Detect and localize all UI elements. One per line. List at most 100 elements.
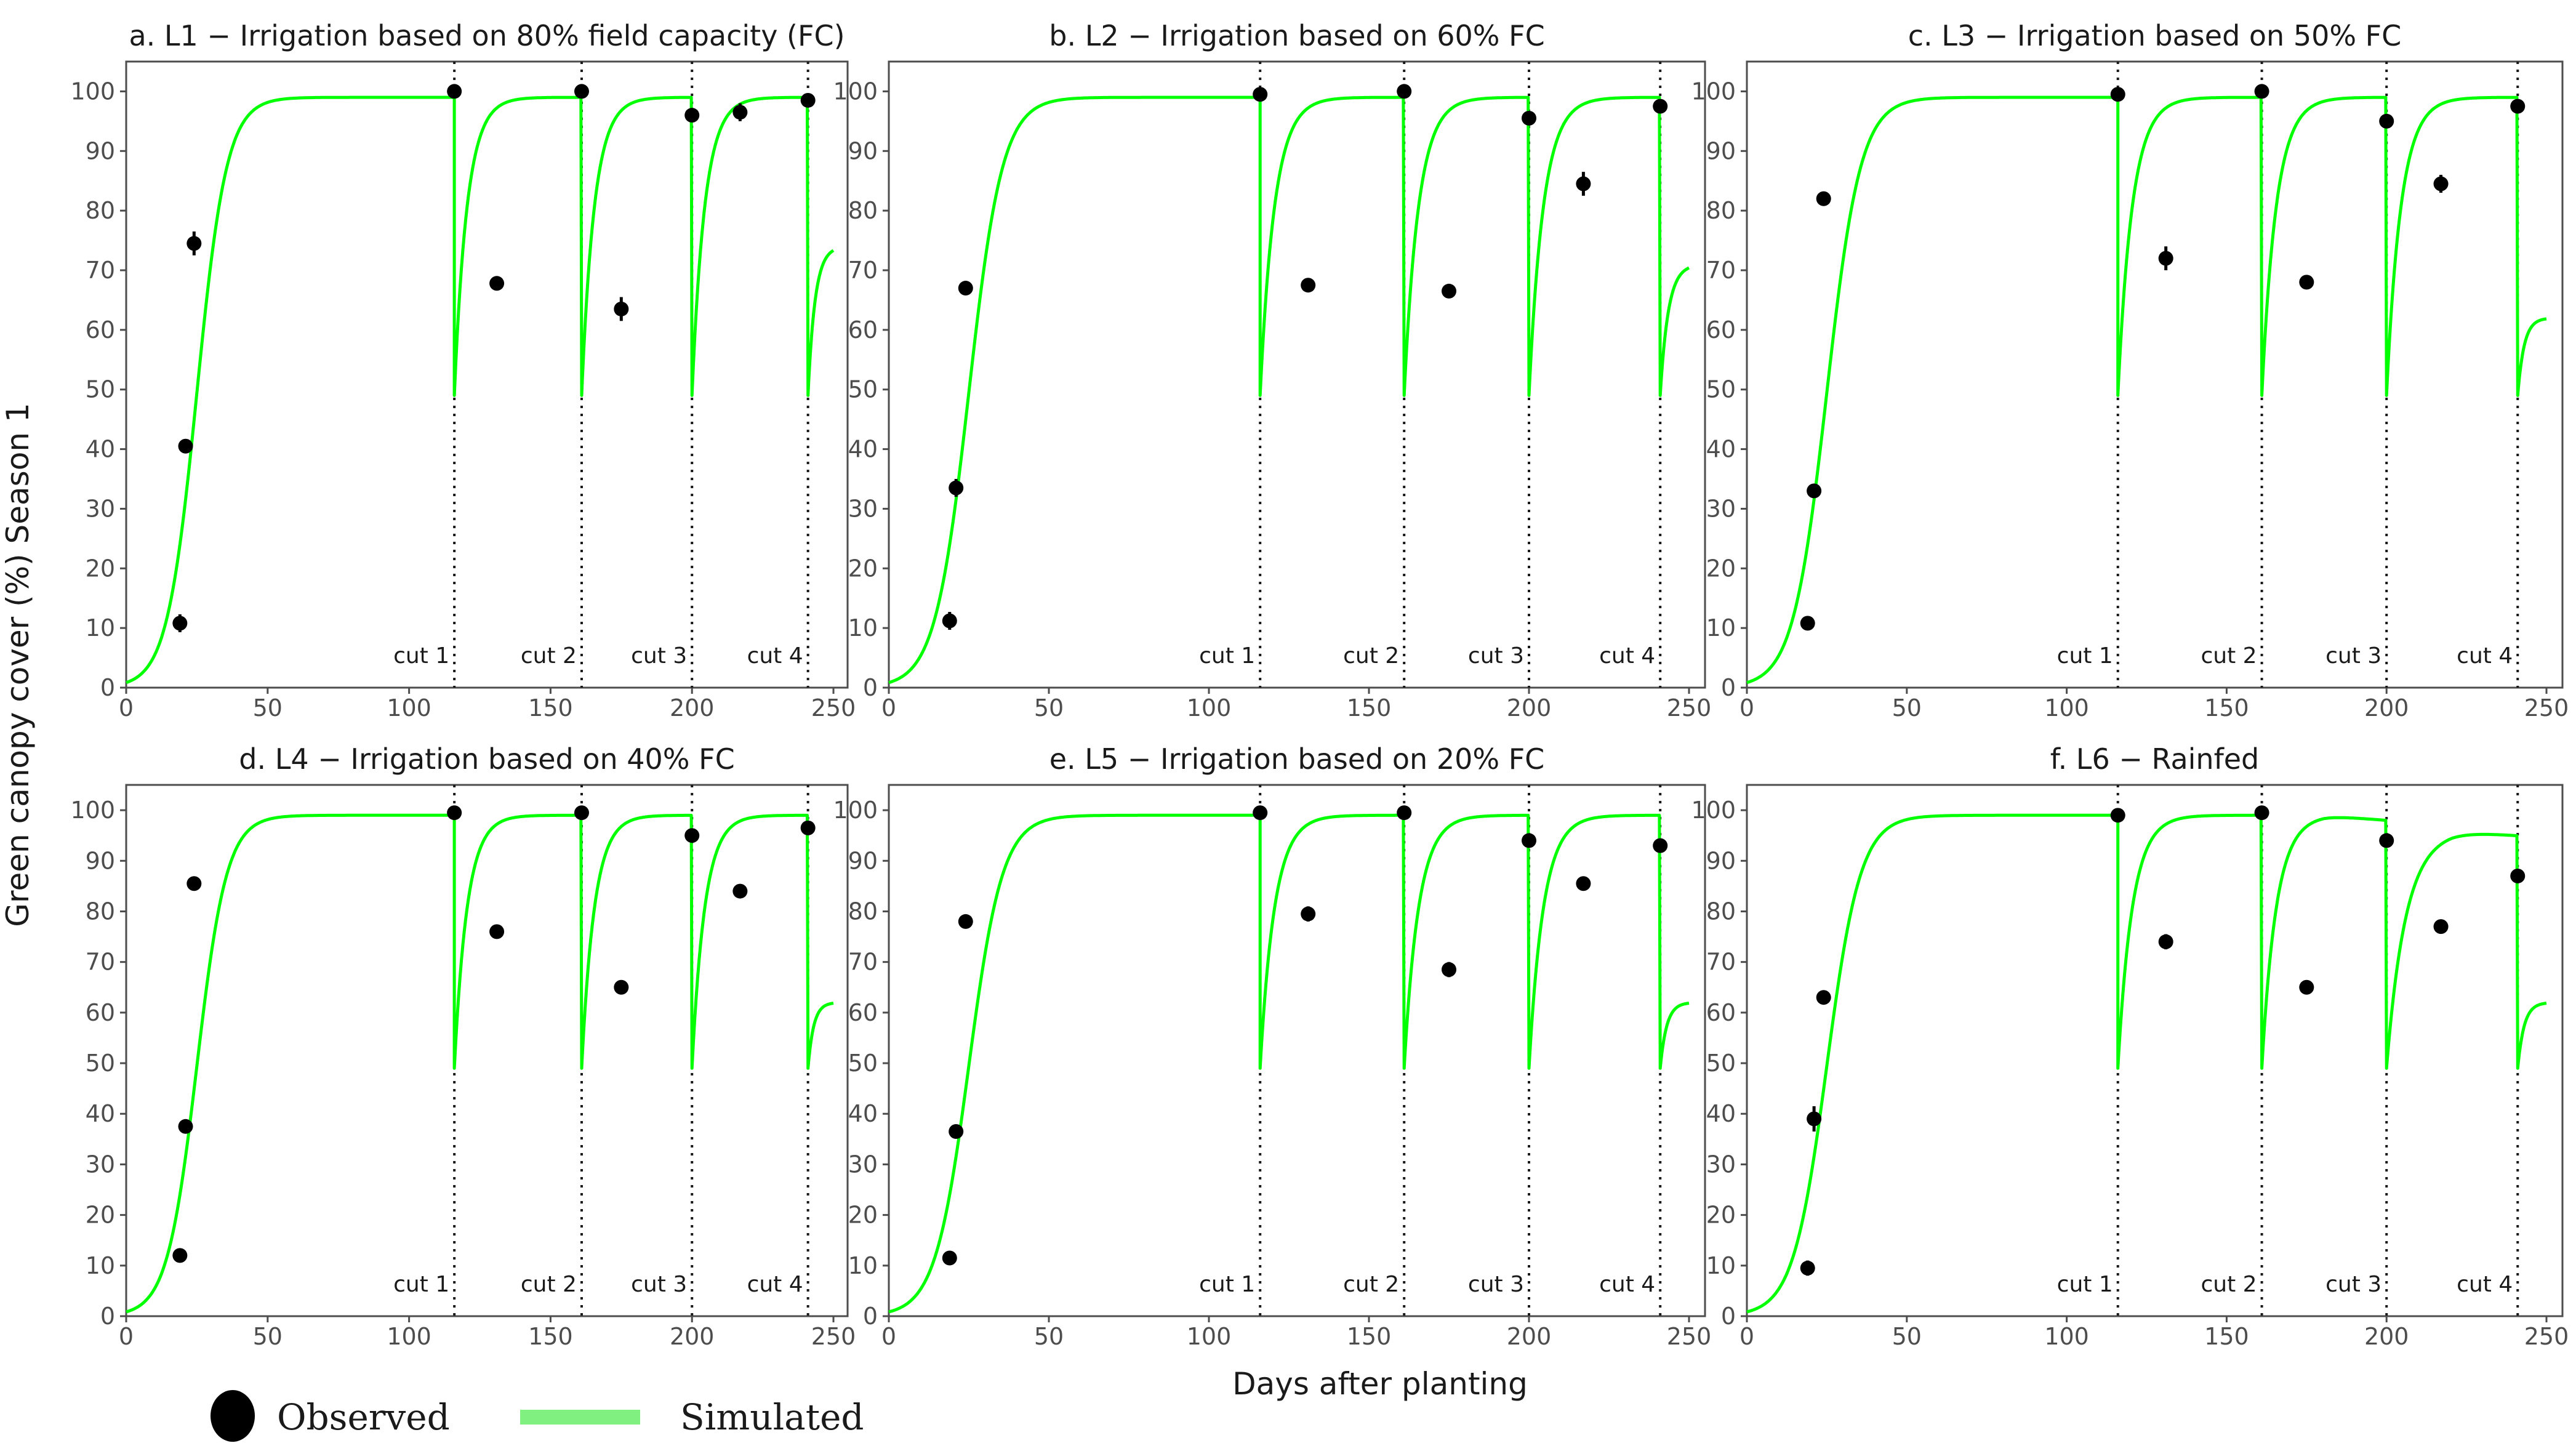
panel-5: e. L5 − Irrigation based on 20% FC 0 10 20 3… [833,742,1711,1350]
cut-label: cut 3 [2325,643,2381,669]
observed-point [1253,87,1268,102]
x-tick-label: 250 [1667,694,1712,721]
observed-point [1397,805,1412,821]
x-tick-label: 100 [1187,1323,1232,1350]
panel-title: b. L2 − Irrigation based on 60% FC [1049,19,1544,52]
observed-point [574,805,589,821]
observed-point [2110,808,2125,823]
cut-label: cut 1 [393,643,449,669]
y-tick-label: 100 [70,797,115,824]
observed-point [949,1124,964,1139]
y-tick-label: 50 [1706,1050,1736,1077]
panel-border [125,784,849,1317]
y-tick-label: 20 [1706,555,1736,582]
cut-label: cut 4 [747,643,803,669]
panel-border [888,60,1706,689]
legend-simulated-label: Simulated [680,1396,864,1438]
observed-point [942,613,957,629]
y-tick-label: 20 [86,555,115,582]
y-tick-label: 20 [848,555,878,582]
y-tick-label: 70 [86,257,115,284]
y-tick-label: 10 [848,1252,878,1279]
cut-label: cut 3 [631,1272,687,1297]
observed-point [684,828,700,843]
legend-observed-label: Observed [277,1396,450,1438]
y-tick-label: 0 [1721,674,1736,701]
x-tick-label: 50 [1034,694,1064,721]
x-tick-label: 250 [2524,694,2569,721]
y-tick-label: 50 [1706,376,1736,403]
observed-point [732,105,748,120]
observed-point [187,876,202,891]
simulated-line [888,813,1690,1314]
y-tick-label: 30 [86,495,115,522]
x-tick-label: 150 [2204,694,2249,721]
x-tick-label: 0 [1739,694,1754,721]
y-tick-label: 0 [863,1303,878,1330]
x-tick-label: 200 [2364,1323,2409,1350]
y-tick-label: 90 [1706,847,1736,874]
cut-label: cut 1 [1199,1272,1255,1297]
x-tick-label: 0 [881,694,896,721]
observed-point [1800,1260,1815,1276]
x-tick-label: 250 [2524,1323,2569,1350]
y-tick-label: 30 [848,495,878,522]
cut-label: cut 2 [521,643,577,669]
y-tick-label: 10 [86,1252,115,1279]
y-tick-label: 90 [848,847,878,874]
simulated-line [888,95,1690,685]
panel-4: d. L4 − Irrigation based on 40% FC 0 10 20 3… [70,742,856,1350]
observed-point [447,84,462,99]
y-tick-label: 30 [86,1151,115,1178]
observed-point [800,92,816,108]
observed-point [1653,98,1668,114]
cut-label: cut 4 [1599,643,1655,669]
observed-point [574,84,589,99]
cut-label: cut 3 [1468,1272,1524,1297]
x-tick-label: 100 [1187,694,1232,721]
y-tick-label: 100 [833,78,878,105]
x-tick-label: 0 [1739,1323,1754,1350]
y-tick-label: 70 [848,949,878,976]
y-tick-label: 40 [848,1100,878,1127]
y-tick-label: 10 [1706,614,1736,641]
y-tick-label: 50 [848,376,878,403]
observed-point [2299,979,2314,995]
panel-title: f. L6 − Rainfed [2050,742,2260,776]
panel-title: c. L3 − Irrigation based on 50% FC [1908,19,2402,52]
panel-6: f. L6 − Rainfed 0 10 20 30 40 50 60 70 80 90 100 0 50… [1691,742,2569,1350]
y-tick-label: 0 [1721,1303,1736,1330]
cut-label: cut 4 [1599,1272,1655,1297]
panel-title: e. L5 − Irrigation based on 20% FC [1049,742,1545,776]
x-tick-label: 50 [253,694,283,721]
y-tick-label: 70 [848,257,878,284]
x-tick-label: 200 [1507,694,1552,721]
observed-point [178,1119,193,1134]
x-tick-label: 100 [2044,694,2089,721]
y-tick-label: 80 [848,898,878,925]
x-tick-label: 50 [1892,1323,1922,1350]
cut-label: cut 1 [2057,1272,2113,1297]
observed-point [2254,84,2269,99]
x-tick-label: 0 [119,694,134,721]
y-tick-label: 50 [848,1050,878,1077]
cut-label: cut 4 [2457,643,2513,669]
observed-point [684,108,700,123]
y-tick-label: 0 [863,674,878,701]
y-tick-label: 60 [1706,999,1736,1026]
y-tick-label: 20 [1706,1202,1736,1229]
y-tick-label: 90 [1706,137,1736,164]
observed-point [1653,838,1668,853]
observed-point [958,914,973,929]
x-tick-label: 150 [528,694,573,721]
y-tick-label: 10 [848,614,878,641]
cut-label: cut 4 [747,1272,803,1297]
cut-label: cut 1 [2057,643,2113,669]
x-tick-label: 50 [1034,1323,1064,1350]
panel-border [1746,784,2564,1317]
observed-point [187,236,202,251]
x-tick-label: 250 [811,694,856,721]
y-tick-label: 60 [848,316,878,344]
cut-label: cut 3 [631,643,687,669]
observed-point [1442,283,1456,299]
